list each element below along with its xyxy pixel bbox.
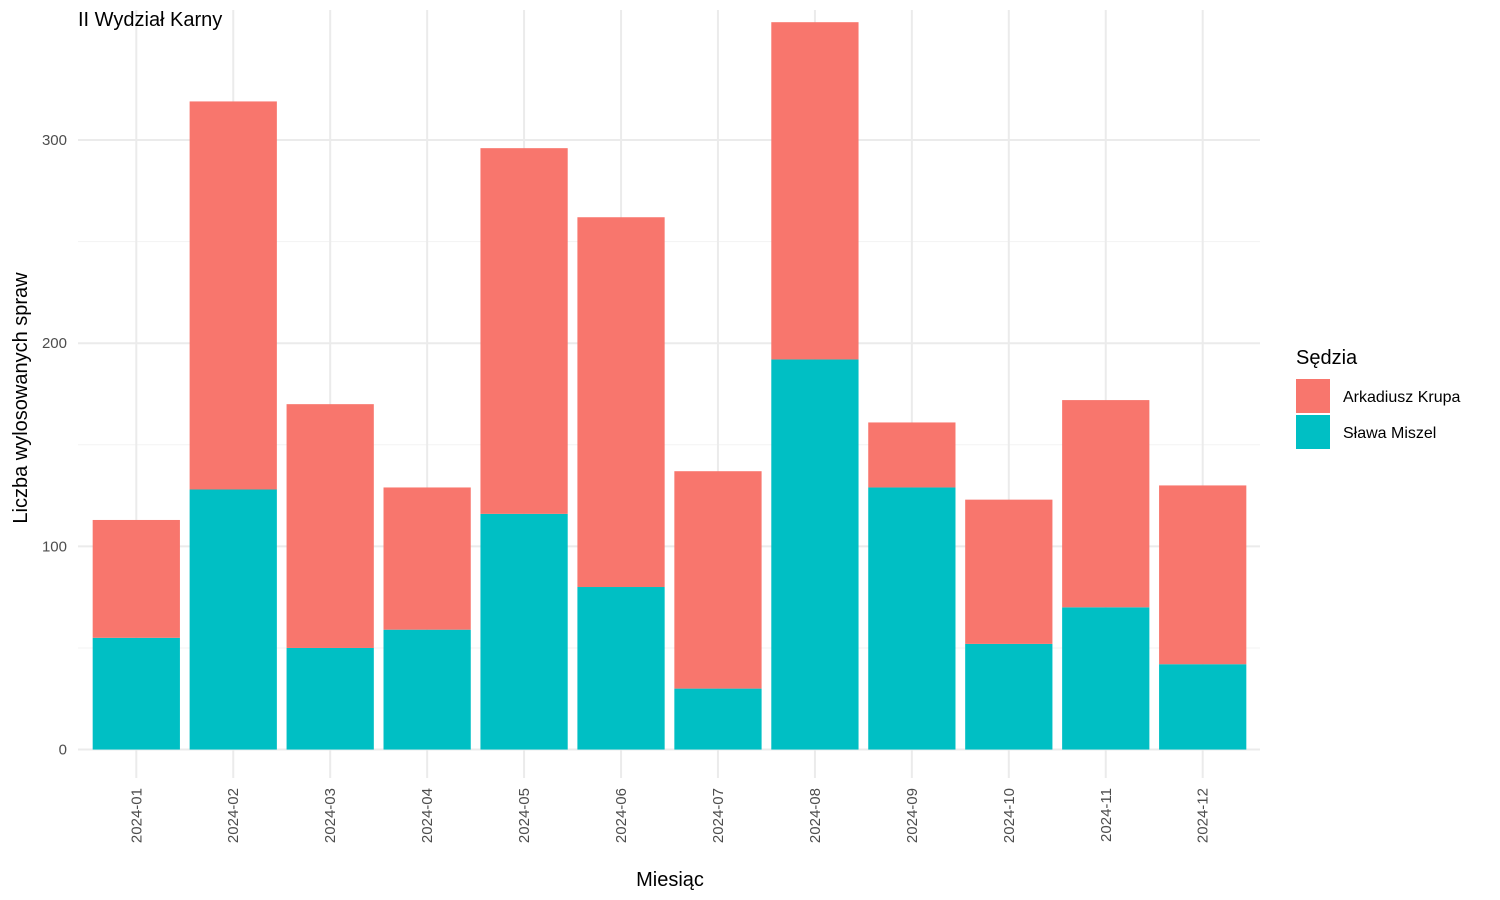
y-tick-label: 100 [42, 538, 67, 555]
bar-segment [965, 499, 1053, 644]
chart-title: II Wydział Karny [78, 9, 222, 31]
y-tick-label: 0 [59, 742, 67, 759]
bar-segment [965, 643, 1053, 750]
bar-segment [1159, 485, 1247, 665]
bar-segment [674, 471, 762, 689]
bar-segment [286, 647, 374, 750]
x-tick-label: 2024-09 [904, 788, 921, 843]
bar-segment [92, 637, 180, 750]
bar-segment [92, 519, 180, 638]
y-tick-label: 200 [42, 335, 67, 352]
bar-segment [189, 101, 277, 490]
x-tick-label: 2024-01 [128, 788, 145, 843]
bar-segment [868, 422, 956, 488]
bar-segment [480, 513, 568, 750]
bar-segment [383, 629, 471, 750]
y-axis-title: Liczba wylosowanych spraw [10, 272, 32, 524]
bar-segment [868, 487, 956, 750]
x-tick-label: 2024-03 [322, 788, 339, 843]
bar-segment [771, 359, 859, 750]
legend-title: Sędzia [1296, 347, 1358, 369]
x-tick-label: 2024-11 [1098, 788, 1115, 842]
x-tick-label: 2024-08 [807, 788, 824, 843]
bar-segment [1062, 400, 1150, 608]
x-tick-label: 2024-07 [710, 788, 727, 843]
bar-segment [383, 487, 471, 630]
bar-segment [771, 22, 859, 360]
x-tick-label: 2024-05 [516, 788, 533, 843]
legend-key [1296, 415, 1330, 449]
x-axis-title: Miesiąc [636, 869, 704, 891]
bar-segment [480, 148, 568, 514]
legend-key [1296, 379, 1330, 413]
legend-label: Sława Miszel [1343, 425, 1436, 442]
y-tick-label: 300 [42, 132, 67, 149]
bar-segment [577, 587, 665, 750]
bars [92, 22, 1247, 750]
legend: Sędzia Arkadiusz Krupa Sława Miszel [1296, 347, 1460, 449]
x-tick-label: 2024-12 [1195, 788, 1212, 843]
axes: 0 100 200 300 2024-01 2024-02 2024-03 2024-04 20… [42, 132, 1212, 843]
x-tick-label: 2024-02 [225, 788, 242, 843]
x-tick-label: 2024-06 [613, 788, 630, 843]
bar-segment [1062, 607, 1150, 750]
bar-segment [674, 688, 762, 750]
bar-segment [577, 217, 665, 588]
x-tick-label: 2024-04 [419, 788, 436, 843]
bar-segment [286, 404, 374, 648]
bar-segment [1159, 664, 1247, 750]
legend-label: Arkadiusz Krupa [1343, 389, 1460, 406]
x-tick-label: 2024-10 [1001, 788, 1018, 843]
bar-segment [189, 489, 277, 750]
